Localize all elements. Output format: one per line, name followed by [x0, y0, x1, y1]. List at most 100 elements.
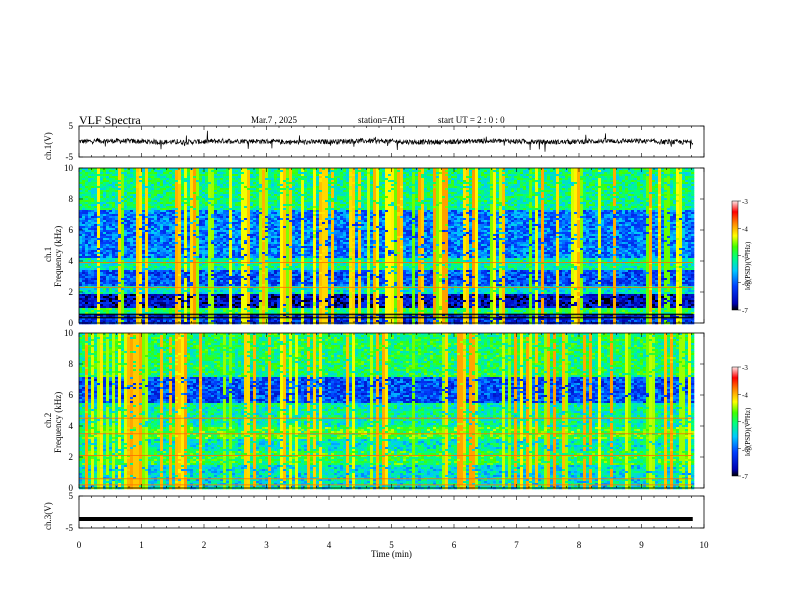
- spectrogram-cell: [106, 174, 109, 176]
- spectrogram-cell: [253, 196, 256, 198]
- spectrogram-cell: [169, 170, 172, 172]
- spectrogram-cell: [457, 174, 460, 176]
- spectrogram-cell: [355, 182, 358, 184]
- spectrogram-cell: [214, 206, 217, 208]
- spectrogram-cell: [613, 188, 616, 190]
- spectrogram-cell: [193, 174, 196, 176]
- spectrogram-cell: [631, 200, 634, 202]
- spectrogram-cell: [529, 198, 532, 200]
- spectrogram-cell: [130, 196, 133, 198]
- spectrogram-cell: [538, 214, 541, 216]
- spectrogram-cell: [451, 212, 454, 214]
- spectrogram-cell: [664, 192, 667, 194]
- spectrogram-cell: [235, 196, 238, 198]
- spectrogram-cell: [583, 184, 586, 186]
- spectrogram-cell: [226, 208, 229, 210]
- spectrogram-cell: [436, 198, 439, 200]
- spectrogram-cell: [262, 196, 265, 198]
- spectrogram-cell: [604, 202, 607, 204]
- spectrogram-cell: [271, 180, 274, 182]
- spectrogram-cell: [121, 190, 124, 192]
- spectrogram-cell: [202, 198, 205, 200]
- spectrogram-cell: [382, 190, 385, 192]
- spectrogram-cell: [379, 172, 382, 174]
- spectrogram-cell: [208, 174, 211, 176]
- spectrogram-cell: [79, 176, 82, 178]
- spectrogram-cell: [631, 186, 634, 188]
- spectrogram-cell: [565, 184, 568, 186]
- spectrogram-cell: [556, 206, 559, 208]
- spectrogram-cell: [460, 186, 463, 188]
- spectrogram-cell: [577, 186, 580, 188]
- spectrogram-cell: [421, 198, 424, 200]
- spectrogram-cell: [220, 194, 223, 196]
- spectrogram-cell: [664, 202, 667, 204]
- spectrogram-cell: [427, 192, 430, 194]
- spectrogram-cell: [106, 186, 109, 188]
- spectrogram-cell: [460, 194, 463, 196]
- spectrogram-cell: [346, 212, 349, 214]
- spectrogram-cell: [310, 172, 313, 174]
- spectrogram-cell: [607, 178, 610, 180]
- spectrogram-cell: [388, 202, 391, 204]
- spectrogram-cell: [136, 178, 139, 180]
- spectrogram-cell: [592, 174, 595, 176]
- spectrogram-cell: [154, 200, 157, 202]
- spectrogram-cell: [82, 180, 85, 182]
- spectrogram-cell: [355, 194, 358, 196]
- spectrogram-cell: [217, 198, 220, 200]
- spectrogram-cell: [193, 188, 196, 190]
- spectrogram-cell: [400, 190, 403, 192]
- spectrogram-cell: [319, 188, 322, 190]
- spectrogram-cell: [319, 198, 322, 200]
- spectrogram-cell: [613, 184, 616, 186]
- spectrogram-cell: [655, 204, 658, 206]
- spectrogram-cell: [307, 188, 310, 190]
- spectrogram-cell: [166, 170, 169, 172]
- spectrogram-cell: [556, 210, 559, 212]
- spectrogram-cell: [208, 172, 211, 174]
- spectrogram-cell: [334, 186, 337, 188]
- spectrogram-cell: [295, 188, 298, 190]
- spectrogram-cell: [322, 180, 325, 182]
- spectrogram-cell: [634, 198, 637, 200]
- spectrogram-cell: [529, 190, 532, 192]
- spectrogram-cell: [484, 180, 487, 182]
- spectrogram-cell: [688, 196, 691, 198]
- spectrogram-cell: [370, 184, 373, 186]
- spectrogram-cell: [214, 192, 217, 194]
- spectrogram-cell: [526, 190, 529, 192]
- spectrogram-cell: [202, 186, 205, 188]
- spectrogram-cell: [451, 176, 454, 178]
- spectrogram-cell: [613, 182, 616, 184]
- spectrogram-cell: [202, 190, 205, 192]
- spectrogram-cell: [487, 200, 490, 202]
- spectrogram-cell: [253, 180, 256, 182]
- spectrogram-cell: [436, 212, 439, 214]
- spectrogram-cell: [670, 204, 673, 206]
- spectrogram-cell: [133, 214, 136, 216]
- spectrogram-cell: [496, 212, 499, 214]
- spectrogram-cell: [91, 204, 94, 206]
- spectrogram-cell: [298, 194, 301, 196]
- spectrogram-cell: [514, 204, 517, 206]
- spectrogram-cell: [211, 192, 214, 194]
- spectrogram-cell: [193, 206, 196, 208]
- spectrogram-cell: [499, 194, 502, 196]
- spectrogram-cell: [643, 194, 646, 196]
- spectrogram-cell: [538, 178, 541, 180]
- spectrogram-cell: [490, 192, 493, 194]
- spectrogram-cell: [163, 196, 166, 198]
- spectrogram-cell: [598, 194, 601, 196]
- spectrogram-cell: [214, 210, 217, 212]
- spectrogram-cell: [412, 212, 415, 214]
- spectrogram-cell: [343, 180, 346, 182]
- spectrogram-cell: [556, 188, 559, 190]
- spectrogram-cell: [349, 214, 352, 216]
- spectrogram-cell: [445, 172, 448, 174]
- spectrogram-cell: [502, 186, 505, 188]
- spectrogram-cell: [550, 188, 553, 190]
- spectrogram-cell: [526, 174, 529, 176]
- spectrogram-cell: [250, 178, 253, 180]
- spectrogram-cell: [277, 180, 280, 182]
